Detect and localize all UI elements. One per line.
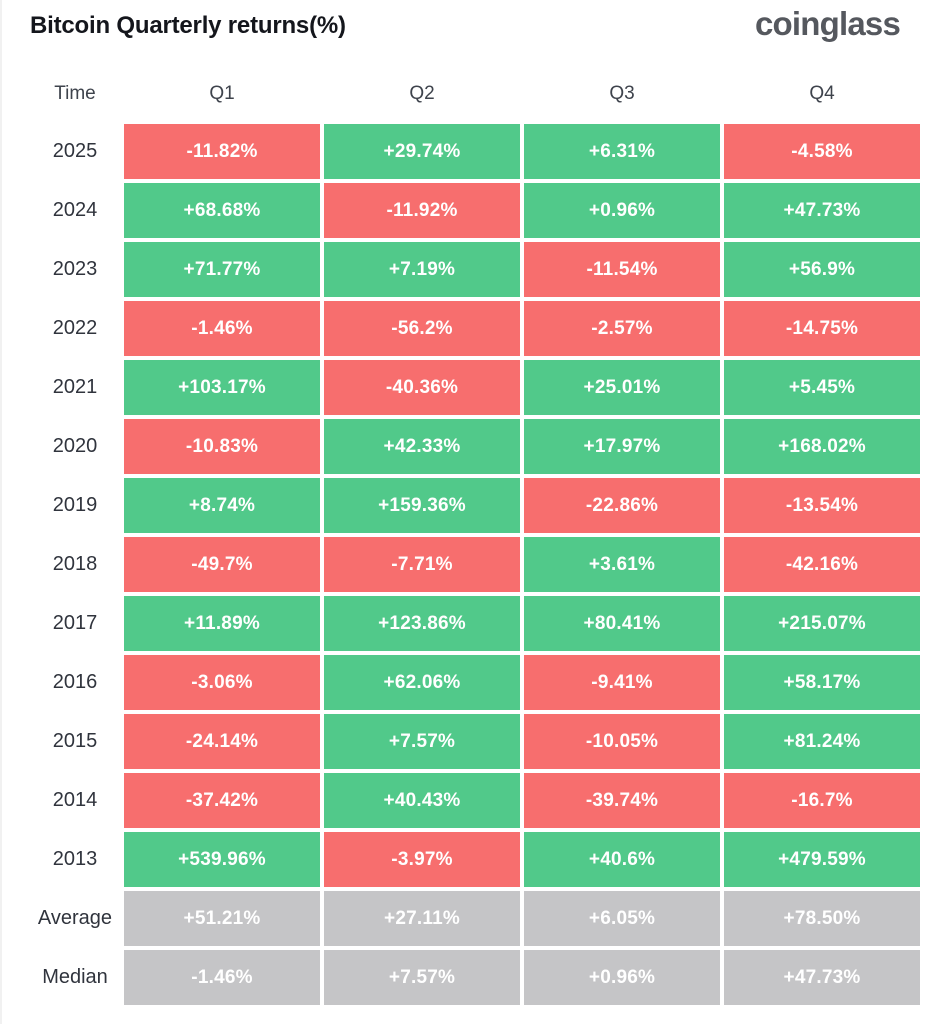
return-cell-2021-q2: -40.36% bbox=[324, 360, 520, 415]
return-cell-median-q3: +0.96% bbox=[524, 950, 720, 1005]
page-title: Bitcoin Quarterly returns(%) bbox=[30, 12, 346, 39]
row-label-2015: 2015 bbox=[52, 730, 98, 752]
return-cell-2018-q4: -42.16% bbox=[724, 537, 920, 592]
return-cell-2018-q2: -7.71% bbox=[324, 537, 520, 592]
column-header-q3: Q3 bbox=[609, 83, 635, 104]
coinglass-logo[interactable]: coinglass bbox=[754, 5, 901, 42]
row-label-2025: 2025 bbox=[52, 140, 98, 162]
return-cell-2014-q2: +40.43% bbox=[324, 773, 520, 828]
return-cell-2020-q3: +17.97% bbox=[524, 419, 720, 474]
column-header-q2: Q2 bbox=[409, 83, 435, 104]
return-cell-2013-q3: +40.6% bbox=[524, 832, 720, 887]
return-cell-2019-q2: +159.36% bbox=[324, 478, 520, 533]
return-cell-2015-q2: +7.57% bbox=[324, 714, 520, 769]
row-label-2013: 2013 bbox=[52, 848, 98, 870]
return-cell-2018-q1: -49.7% bbox=[124, 537, 320, 592]
return-cell-2013-q2: -3.97% bbox=[324, 832, 520, 887]
return-cell-2014-q1: -37.42% bbox=[124, 773, 320, 828]
row-label-2019: 2019 bbox=[52, 494, 98, 516]
return-cell-2013-q1: +539.96% bbox=[124, 832, 320, 887]
return-cell-average-q3: +6.05% bbox=[524, 891, 720, 946]
return-cell-2024-q1: +68.68% bbox=[124, 183, 320, 238]
return-cell-2020-q1: -10.83% bbox=[124, 419, 320, 474]
return-cell-2022-q3: -2.57% bbox=[524, 301, 720, 356]
return-cell-2025-q3: +6.31% bbox=[524, 124, 720, 179]
row-label-median: Median bbox=[42, 966, 108, 988]
return-cell-2016-q4: +58.17% bbox=[724, 655, 920, 710]
return-cell-2016-q3: -9.41% bbox=[524, 655, 720, 710]
return-cell-2025-q1: -11.82% bbox=[124, 124, 320, 179]
return-cell-2015-q4: +81.24% bbox=[724, 714, 920, 769]
return-cell-2024-q3: +0.96% bbox=[524, 183, 720, 238]
row-label-2018: 2018 bbox=[52, 553, 98, 575]
return-cell-2025-q2: +29.74% bbox=[324, 124, 520, 179]
return-cell-2025-q4: -4.58% bbox=[724, 124, 920, 179]
return-cell-median-q4: +47.73% bbox=[724, 950, 920, 1005]
return-cell-2017-q3: +80.41% bbox=[524, 596, 720, 651]
return-cell-2017-q1: +11.89% bbox=[124, 596, 320, 651]
row-label-2022: 2022 bbox=[52, 317, 98, 339]
table-column-headers: Time Q1 Q2 Q3 Q4 bbox=[30, 80, 926, 108]
return-cell-2015-q3: -10.05% bbox=[524, 714, 720, 769]
column-header-q4: Q4 bbox=[809, 83, 835, 104]
return-cell-2016-q1: -3.06% bbox=[124, 655, 320, 710]
top-bar: Bitcoin Quarterly returns(%) coinglass bbox=[2, 0, 926, 44]
row-label-2016: 2016 bbox=[52, 671, 98, 693]
return-cell-2014-q4: -16.7% bbox=[724, 773, 920, 828]
column-header-time: Time bbox=[54, 83, 96, 104]
return-cell-2019-q1: +8.74% bbox=[124, 478, 320, 533]
return-cell-2020-q2: +42.33% bbox=[324, 419, 520, 474]
returns-table: 2025 -11.82% +29.74% +6.31% -4.58% 2024 +68.68… bbox=[30, 124, 926, 1005]
row-label-average: Average bbox=[37, 907, 113, 929]
return-cell-2019-q3: -22.86% bbox=[524, 478, 720, 533]
return-cell-2017-q2: +123.86% bbox=[324, 596, 520, 651]
return-cell-2023-q1: +71.77% bbox=[124, 242, 320, 297]
return-cell-average-q1: +51.21% bbox=[124, 891, 320, 946]
return-cell-2022-q1: -1.46% bbox=[124, 301, 320, 356]
return-cell-median-q2: +7.57% bbox=[324, 950, 520, 1005]
return-cell-2020-q4: +168.02% bbox=[724, 419, 920, 474]
return-cell-2021-q3: +25.01% bbox=[524, 360, 720, 415]
return-cell-2017-q4: +215.07% bbox=[724, 596, 920, 651]
return-cell-median-q1: -1.46% bbox=[124, 950, 320, 1005]
return-cell-2016-q2: +62.06% bbox=[324, 655, 520, 710]
row-label-2017: 2017 bbox=[52, 612, 98, 634]
return-cell-2024-q4: +47.73% bbox=[724, 183, 920, 238]
return-cell-2023-q3: -11.54% bbox=[524, 242, 720, 297]
row-label-2014: 2014 bbox=[52, 789, 98, 811]
return-cell-2023-q4: +56.9% bbox=[724, 242, 920, 297]
row-label-2024: 2024 bbox=[52, 199, 98, 221]
return-cell-2019-q4: -13.54% bbox=[724, 478, 920, 533]
return-cell-2015-q1: -24.14% bbox=[124, 714, 320, 769]
row-label-2023: 2023 bbox=[52, 258, 98, 280]
return-cell-2021-q4: +5.45% bbox=[724, 360, 920, 415]
column-header-q1: Q1 bbox=[209, 83, 235, 104]
return-cell-2013-q4: +479.59% bbox=[724, 832, 920, 887]
return-cell-2022-q2: -56.2% bbox=[324, 301, 520, 356]
row-label-2020: 2020 bbox=[52, 435, 98, 457]
return-cell-2023-q2: +7.19% bbox=[324, 242, 520, 297]
return-cell-2022-q4: -14.75% bbox=[724, 301, 920, 356]
return-cell-2021-q1: +103.17% bbox=[124, 360, 320, 415]
return-cell-2014-q3: -39.74% bbox=[524, 773, 720, 828]
return-cell-2018-q3: +3.61% bbox=[524, 537, 720, 592]
return-cell-average-q2: +27.11% bbox=[324, 891, 520, 946]
return-cell-2024-q2: -11.92% bbox=[324, 183, 520, 238]
return-cell-average-q4: +78.50% bbox=[724, 891, 920, 946]
row-label-2021: 2021 bbox=[52, 376, 98, 398]
